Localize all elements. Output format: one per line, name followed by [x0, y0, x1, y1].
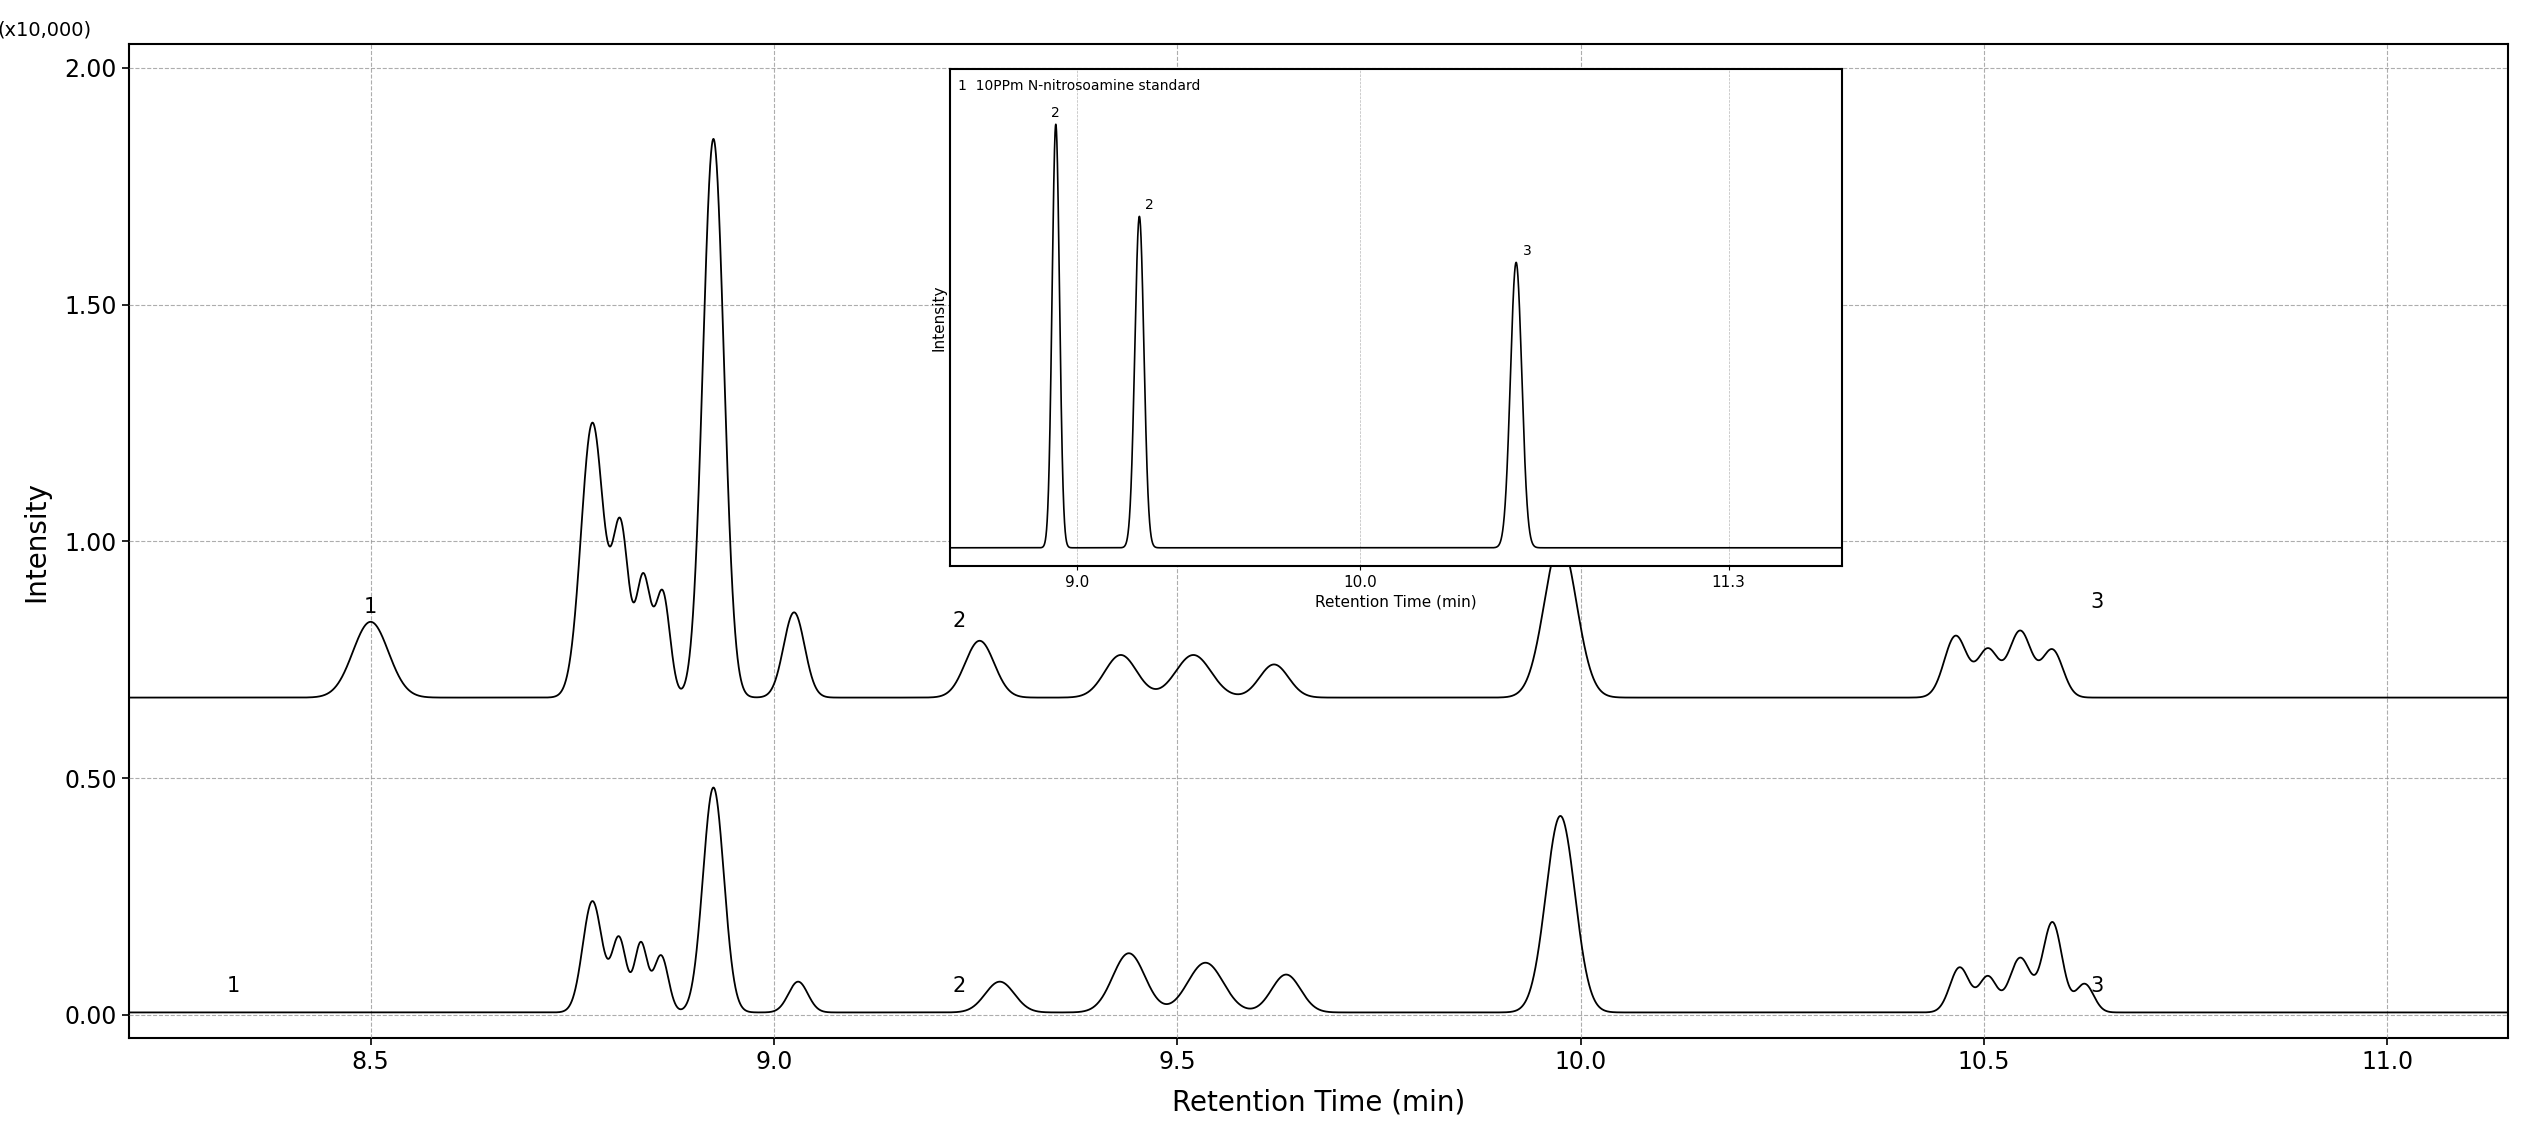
Text: (x10,000): (x10,000): [0, 20, 91, 40]
Text: 1: 1: [228, 976, 240, 996]
Text: 3: 3: [2089, 976, 2104, 996]
X-axis label: Retention Time (min): Retention Time (min): [1171, 1088, 1464, 1117]
Text: 1: 1: [364, 597, 377, 617]
Text: 2: 2: [953, 976, 966, 996]
Y-axis label: Intensity: Intensity: [23, 481, 51, 601]
Text: 2: 2: [953, 612, 966, 631]
Text: 3: 3: [2089, 592, 2104, 613]
